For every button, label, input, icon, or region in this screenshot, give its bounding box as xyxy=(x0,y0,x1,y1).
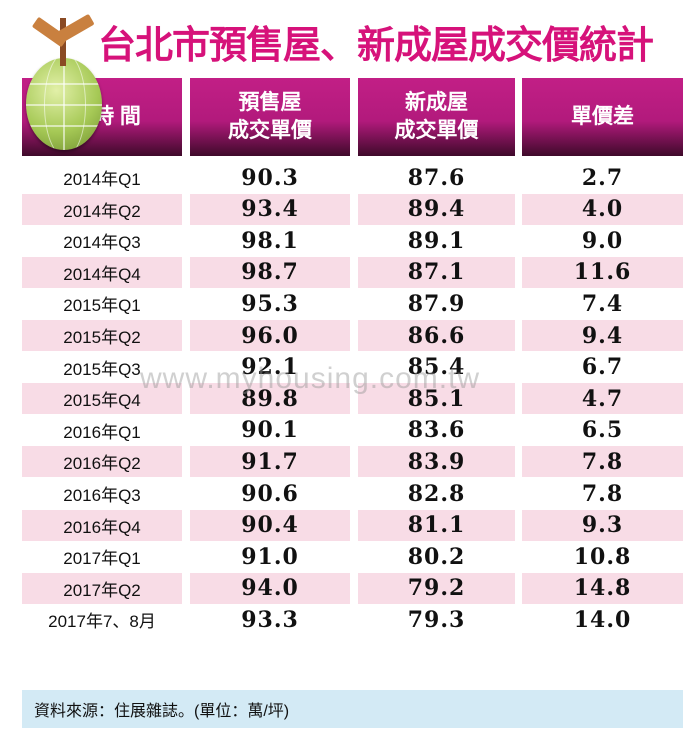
price-diff-cell: 9.4 xyxy=(522,320,683,351)
table-row: 2017年Q2 94.0 79.2 14.8 xyxy=(0,572,700,604)
table-row: 2015年Q3 92.1 85.4 6.7 xyxy=(0,352,700,383)
watermark: www.myhousing.com.tw xyxy=(140,362,481,395)
presale-price-cell: 95.3 xyxy=(241,290,299,317)
price-diff-cell: 9.0 xyxy=(581,227,624,254)
table-row: 2016年Q2 91.7 83.9 7.8 xyxy=(0,446,700,478)
presale-price-cell: 90.3 xyxy=(241,164,299,191)
new-price-cell: 83.9 xyxy=(358,446,515,478)
page-title: 台北市預售屋、新成屋成交價統計 xyxy=(98,22,654,67)
period-cell: 2015年Q4 xyxy=(22,383,182,415)
period-cell: 2014年Q1 xyxy=(63,170,141,189)
price-diff-cell: 9.3 xyxy=(522,509,683,541)
new-price-cell: 87.9 xyxy=(407,290,466,317)
price-diff-cell: 11.6 xyxy=(522,256,683,288)
new-price-cell: 80.2 xyxy=(407,543,466,570)
table-row: 2016年Q4 90.4 81.1 9.3 xyxy=(0,509,700,541)
header-line: 成交單價 xyxy=(228,119,312,142)
period-cell: 2014年Q3 xyxy=(63,233,141,253)
new-price-cell: 86.6 xyxy=(358,320,515,351)
source-note: 資料來源：住展雜誌。(單位：萬/坪) xyxy=(22,690,683,728)
table-row: 2016年Q1 90.1 83.6 6.5 xyxy=(0,415,700,446)
presale-price-cell: 89.8 xyxy=(190,383,350,415)
period-cell: 2017年Q2 xyxy=(22,572,182,604)
header-period-label: 時 間 xyxy=(93,105,141,128)
price-diff-cell: 7.8 xyxy=(581,480,624,507)
period-cell: 2017年Q1 xyxy=(63,549,141,569)
header-line: 預售屋 xyxy=(238,91,302,114)
price-diff-cell: 7.8 xyxy=(522,446,683,478)
presale-price-cell: 98.7 xyxy=(190,256,350,288)
presale-price-cell: 94.0 xyxy=(190,572,350,604)
presale-price-cell: 90.4 xyxy=(190,509,350,541)
period-cell: 2014年Q4 xyxy=(22,256,182,288)
presale-price-cell: 93.4 xyxy=(190,193,350,225)
table-row: 2014年Q4 98.7 87.1 11.6 xyxy=(0,256,700,288)
globe-icon xyxy=(26,58,102,150)
period-cell: 2017年7、8月 xyxy=(48,612,156,632)
presale-price-cell: 92.1 xyxy=(241,354,299,381)
period-cell: 2016年Q4 xyxy=(22,509,182,541)
new-price-cell: 79.2 xyxy=(358,572,515,604)
table-row: 2017年Q1 91.0 80.2 10.8 xyxy=(0,541,700,572)
table-row: 2014年Q2 93.4 89.4 4.0 xyxy=(0,193,700,225)
new-price-cell: 79.3 xyxy=(407,606,466,633)
new-price-cell: 81.1 xyxy=(358,509,515,541)
header-diff-label: 單價差 xyxy=(571,105,634,128)
presale-price-cell: 91.7 xyxy=(190,446,350,478)
new-price-cell: 87.6 xyxy=(407,164,466,191)
header-presale-price: 預售屋 成交單價 xyxy=(190,78,350,156)
period-cell: 2016年Q3 xyxy=(63,486,141,505)
price-diff-cell: 2.7 xyxy=(581,164,624,191)
period-cell: 2015年Q3 xyxy=(63,359,141,379)
presale-price-cell: 96.0 xyxy=(190,320,350,351)
header-new-price: 新成屋 成交單價 xyxy=(358,78,515,156)
presale-price-cell: 91.0 xyxy=(241,543,299,570)
header-price-diff: 單價差 xyxy=(522,78,683,156)
new-price-cell: 89.1 xyxy=(407,227,466,254)
new-price-cell: 82.8 xyxy=(407,480,466,507)
table-row: 2014年Q1 90.3 87.6 2.7 xyxy=(0,162,700,193)
price-diff-cell: 6.5 xyxy=(581,417,624,444)
period-cell: 2016年Q2 xyxy=(22,446,182,478)
period-cell: 2015年Q1 xyxy=(63,296,141,316)
period-cell: 2015年Q2 xyxy=(22,320,182,351)
table-row: 2015年Q1 95.3 87.9 7.4 xyxy=(0,288,700,319)
presale-price-cell: 98.1 xyxy=(241,227,299,254)
new-price-cell: 85.4 xyxy=(407,354,466,381)
price-diff-cell: 10.8 xyxy=(573,543,632,570)
new-price-cell: 87.1 xyxy=(358,256,515,288)
table-row: 2014年Q3 98.1 89.1 9.0 xyxy=(0,225,700,256)
table-row: 2017年7、8月 93.3 79.3 14.0 xyxy=(0,604,700,635)
price-diff-cell: 6.7 xyxy=(581,354,624,381)
price-diff-cell: 4.7 xyxy=(522,383,683,415)
table-row: 2015年Q2 96.0 86.6 9.4 xyxy=(0,320,700,351)
table-row: 2016年Q3 90.6 82.8 7.8 xyxy=(0,478,700,509)
price-diff-cell: 7.4 xyxy=(581,290,624,317)
table-row: 2015年Q4 89.8 85.1 4.7 xyxy=(0,383,700,415)
price-diff-cell: 14.0 xyxy=(573,606,632,633)
new-price-cell: 89.4 xyxy=(358,193,515,225)
presale-price-cell: 90.1 xyxy=(241,417,299,444)
header-line: 新成屋 xyxy=(405,91,468,114)
new-price-cell: 85.1 xyxy=(358,383,515,415)
header-line: 成交單價 xyxy=(394,119,479,142)
price-diff-cell: 14.8 xyxy=(522,572,683,604)
presale-price-cell: 93.3 xyxy=(241,606,299,633)
presale-price-cell: 90.6 xyxy=(241,480,299,507)
period-cell: 2014年Q2 xyxy=(22,193,182,225)
period-cell: 2016年Q1 xyxy=(63,422,141,442)
new-price-cell: 83.6 xyxy=(407,417,466,444)
price-diff-cell: 4.0 xyxy=(522,193,683,225)
